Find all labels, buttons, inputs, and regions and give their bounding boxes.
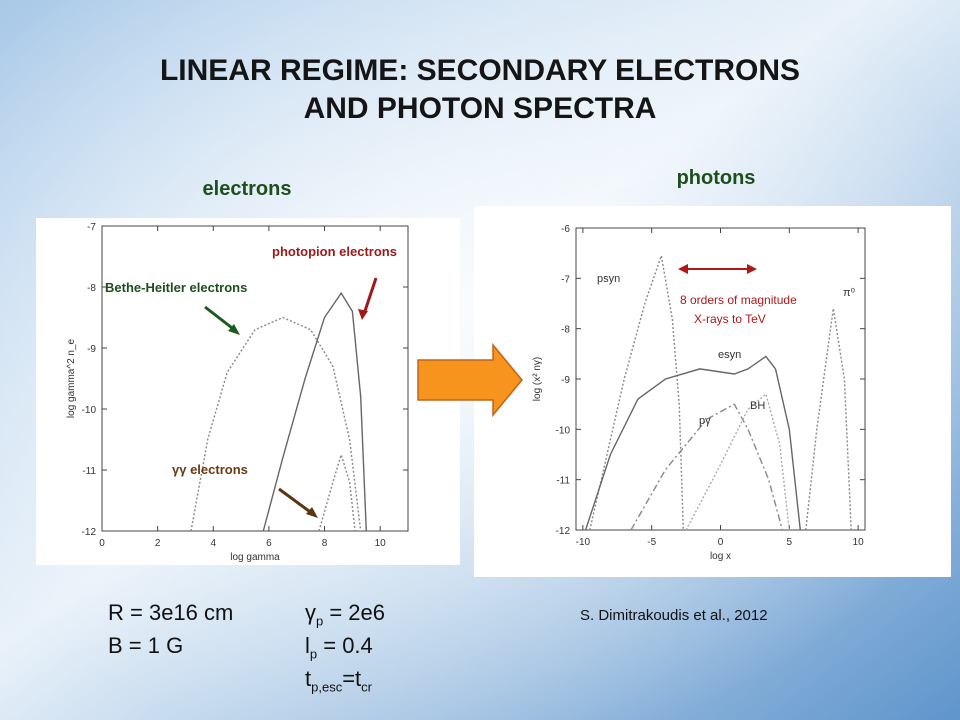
y-tick-label: -11 (556, 476, 570, 487)
y-axis-label: log gamma^2 n_e (66, 338, 77, 418)
parameter-part: =t (342, 666, 362, 691)
figure-box (36, 218, 460, 565)
x-tick-label: 10 (375, 538, 387, 549)
curve-label: Bethe-Heitler electrons (105, 280, 247, 295)
x-tick-label: 0 (718, 537, 724, 548)
annotation: X-rays to TeV (694, 312, 766, 326)
x-tick-label: 10 (853, 537, 865, 548)
parameter-part: t (305, 666, 312, 691)
arrow-head (678, 264, 688, 274)
arrow-head (306, 507, 318, 518)
parameter-part: l (305, 633, 310, 658)
curve (584, 355, 801, 531)
panel-label: electrons (203, 178, 292, 200)
curve (630, 403, 784, 531)
electron-plot: 0 2 4 6 8 10 -12 -11 -10 -9 -8 -7 log gamma log gamma… (66, 222, 409, 563)
arrow (204, 305, 237, 333)
arrow-head (747, 264, 757, 274)
figure-box (474, 206, 951, 577)
curve-label: psyn (597, 273, 620, 285)
x-axis-label: log gamma (230, 552, 280, 563)
parameter-part: B = 1 G (108, 633, 184, 658)
x-tick-label: -5 (647, 537, 656, 548)
panel-label: photons (677, 167, 756, 189)
parameter: tp,esc=tcr (305, 666, 372, 694)
curve (685, 392, 790, 531)
y-tick-label: -10 (556, 425, 571, 436)
x-tick-label: 6 (266, 538, 272, 549)
y-axis-label: log (x² nγ) (532, 357, 543, 401)
parameter-part: = 2e6 (323, 600, 386, 625)
curve (589, 252, 684, 531)
y-tick-label: -10 (82, 405, 97, 416)
curve-label: π⁰ (843, 287, 856, 299)
parameter: lp = 0.4 (305, 633, 373, 661)
slide-title: LINEAR REGIME: SECONDARY ELECTRONS AND PH… (160, 54, 800, 125)
x-tick-label: 4 (210, 538, 216, 549)
curve-label: γγ electrons (172, 462, 248, 477)
curve (318, 452, 356, 532)
arrow-head (358, 309, 368, 320)
x-tick-label: 2 (155, 538, 161, 549)
y-tick-label: -8 (561, 325, 570, 336)
parameter-part: p (316, 613, 324, 629)
y-tick-label: -8 (87, 283, 96, 294)
y-tick-label: -7 (87, 222, 96, 233)
y-tick-label: -6 (561, 224, 570, 235)
citation: S. Dimitrakoudis et al., 2012 (580, 607, 768, 624)
y-tick-label: -11 (82, 466, 96, 477)
annotation: 8 orders of magnitude (680, 293, 797, 307)
x-tick-label: 8 (322, 538, 328, 549)
y-tick-label: -12 (556, 526, 571, 537)
parameter-part: γ (305, 600, 316, 625)
curve-label: photopion electrons (272, 244, 397, 259)
parameter: B = 1 G (108, 633, 183, 659)
arrow (278, 487, 314, 516)
x-tick-label: 5 (787, 537, 793, 548)
y-tick-label: -7 (561, 274, 570, 285)
plot-frame (101, 225, 409, 532)
curve (262, 291, 367, 532)
parameter-part: p (309, 646, 318, 662)
photon-plot: -10 -5 0 5 10 -12 -11 -10 -9 -8 -7 -6 log x log (x² n… (532, 224, 866, 562)
parameter: γp = 2e6 (305, 600, 385, 628)
parameter-part: R = 3e16 cm (108, 600, 234, 625)
parameter-part: = 0.4 (317, 633, 373, 658)
x-axis-label: log x (710, 551, 731, 562)
arrow-head (228, 324, 240, 335)
annotation-arrows (204, 264, 757, 518)
y-tick-label: -12 (82, 527, 97, 538)
curve (805, 308, 852, 531)
parameter-part: cr (361, 679, 373, 695)
y-tick-label: -9 (561, 375, 570, 386)
parameter-part: p,esc (311, 679, 343, 695)
curve-label: BH (750, 400, 765, 412)
arrow (362, 277, 378, 315)
parameter: R = 3e16 cm (108, 600, 233, 626)
curve (190, 316, 362, 532)
y-tick-label: -9 (87, 344, 96, 355)
curve-label: pγ (699, 415, 711, 427)
curve-label: esyn (718, 349, 741, 361)
transition-arrow (417, 342, 523, 418)
x-tick-label: 0 (99, 538, 105, 549)
x-tick-label: -10 (576, 537, 591, 548)
